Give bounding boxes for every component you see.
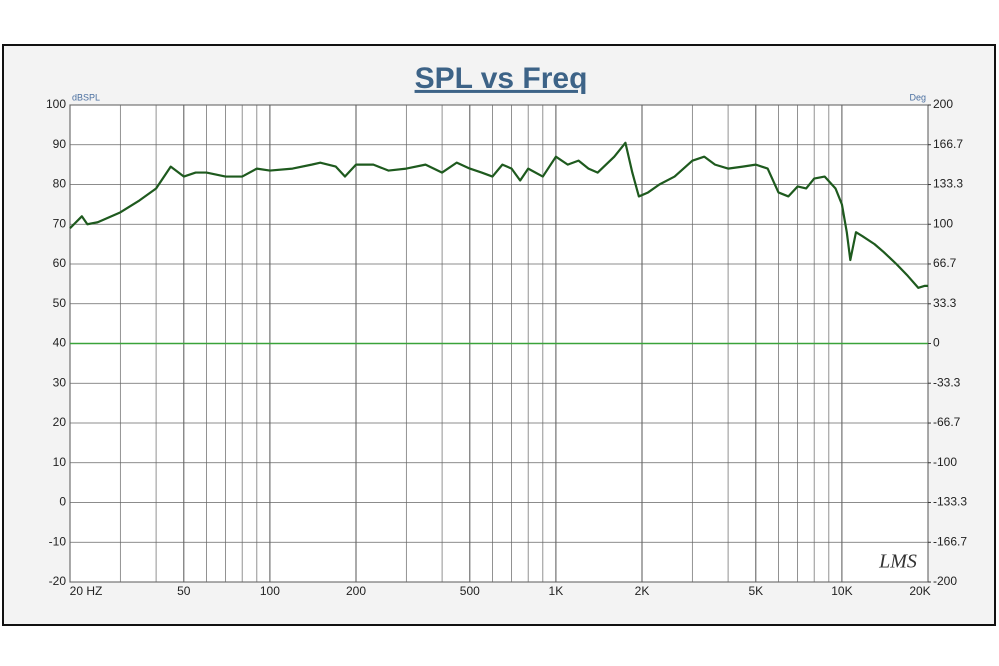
y2-tick-label: 100 xyxy=(933,216,953,230)
x-tick-label: 500 xyxy=(460,584,480,598)
y-tick-label: -20 xyxy=(49,574,67,588)
y-tick-label: 10 xyxy=(53,455,67,469)
y2-tick-label: 133.3 xyxy=(933,177,963,191)
y-tick-label: 90 xyxy=(53,137,67,151)
x-tick-label: 1K xyxy=(549,584,564,598)
y2-tick-label: 66.7 xyxy=(933,256,957,270)
x-tick-label: 2K xyxy=(635,584,650,598)
y-axis-label: dBSPL xyxy=(72,92,100,102)
y2-tick-label: 0 xyxy=(933,336,940,350)
y-tick-label: 60 xyxy=(53,256,67,270)
chart-title: SPL vs Freq xyxy=(415,62,588,95)
x-tick-label: 20K xyxy=(909,584,930,598)
y-tick-label: 50 xyxy=(53,296,67,310)
x-tick-label: 5K xyxy=(748,584,763,598)
y2-tick-label: -166.7 xyxy=(933,534,967,548)
y2-axis-label: Deg xyxy=(909,92,926,102)
watermark: LMS xyxy=(878,551,917,573)
y-tick-label: 20 xyxy=(53,415,67,429)
x-tick-label: 200 xyxy=(346,584,366,598)
y2-tick-label: -66.7 xyxy=(933,415,961,429)
x-tick-label: 10K xyxy=(831,584,852,598)
x-tick-label: 50 xyxy=(177,584,191,598)
series-line xyxy=(69,141,928,289)
y2-tick-label: 200 xyxy=(933,97,953,111)
y-tick-label: -10 xyxy=(49,534,67,548)
y2-tick-label: -100 xyxy=(933,455,957,469)
y-tick-label: 70 xyxy=(53,216,67,230)
y2-tick-label: 166.7 xyxy=(933,137,963,151)
y-tick-label: 80 xyxy=(53,177,67,191)
y2-tick-label: -133.3 xyxy=(933,495,967,509)
y2-tick-label: -33.3 xyxy=(933,375,961,389)
y-tick-label: 40 xyxy=(53,336,67,350)
y-tick-label: 30 xyxy=(53,375,67,389)
y-tick-label: 0 xyxy=(59,495,66,509)
y2-tick-label: -200 xyxy=(933,574,957,588)
y2-tick-label: 33.3 xyxy=(933,296,957,310)
x-tick-label: 20 HZ xyxy=(70,584,103,598)
y-tick-label: 100 xyxy=(46,97,66,111)
x-tick-label: 100 xyxy=(260,584,280,598)
